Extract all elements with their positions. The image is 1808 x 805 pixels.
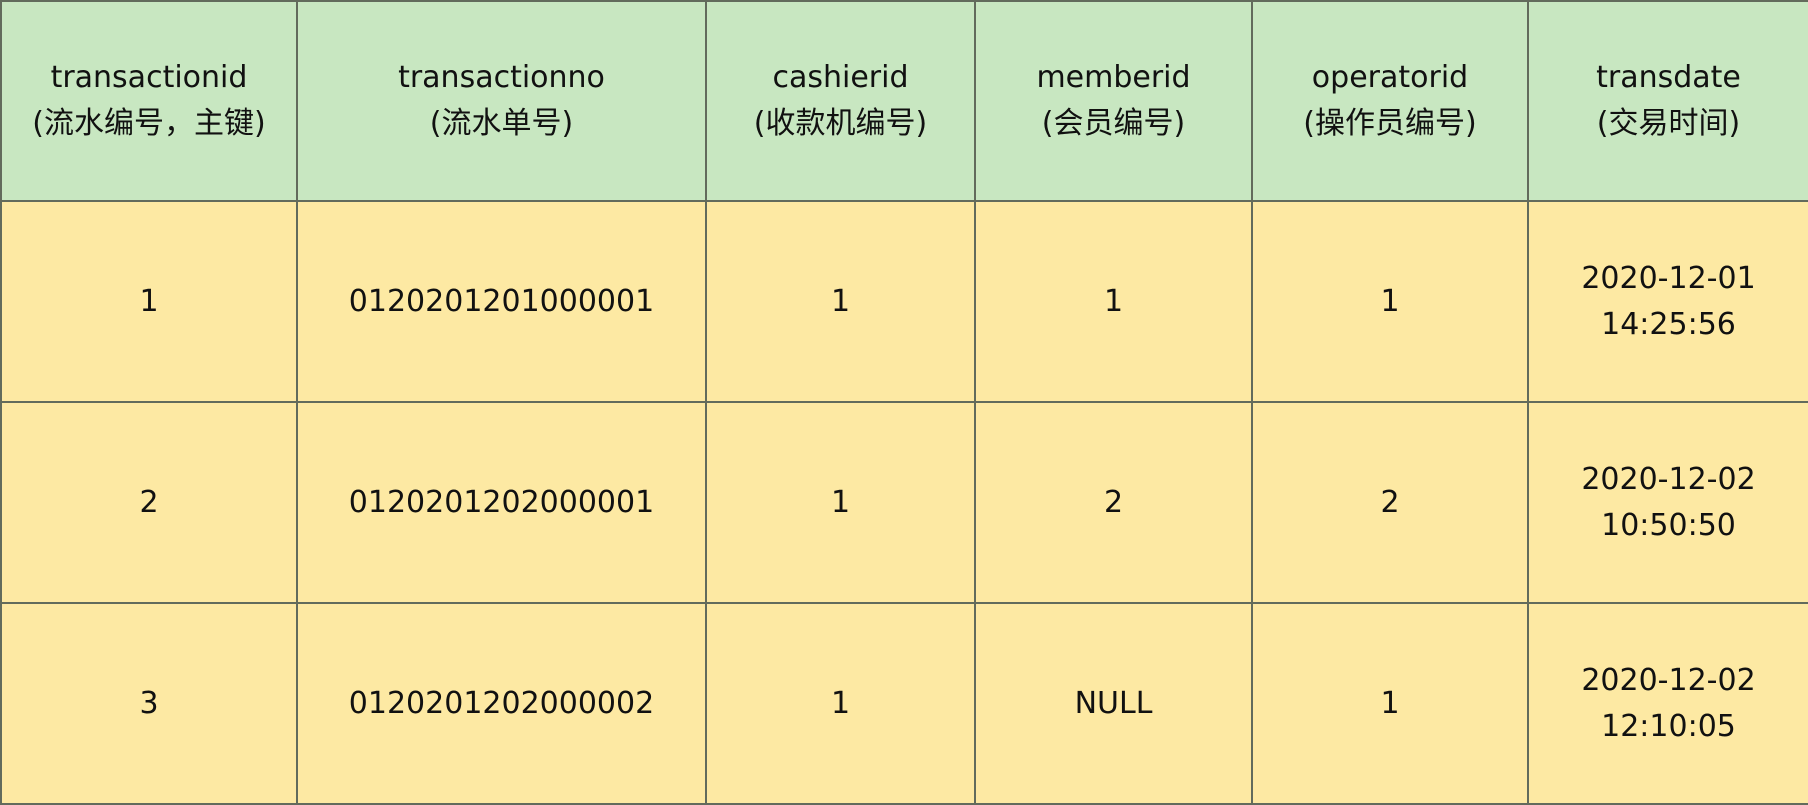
cell-transdate: 2020-12-02 12:10:05 xyxy=(1527,602,1808,805)
trans-time: 14:25:56 xyxy=(1601,306,1736,342)
table-row: 1 0120201201000001 1 1 1 2020-12-01 14:25:56 xyxy=(0,200,1808,403)
column-description: (操作员编号) xyxy=(1303,106,1477,141)
trans-date: 2020-12-01 xyxy=(1581,260,1756,296)
table-row: 2 0120201202000001 1 2 2 2020-12-02 10:50:50 xyxy=(0,401,1808,604)
cell-operatorid: 2 xyxy=(1251,401,1529,604)
column-name: transactionid xyxy=(50,60,248,95)
trans-date: 2020-12-02 xyxy=(1581,461,1756,497)
column-header-transdate: transdate (交易时间) xyxy=(1527,0,1808,202)
cell-transactionid: 3 xyxy=(0,602,298,805)
cell-transactionno: 0120201202000001 xyxy=(296,401,707,604)
cell-memberid: 2 xyxy=(974,401,1253,604)
column-header-cashierid: cashierid (收款机编号) xyxy=(705,0,976,202)
cell-cashierid: 1 xyxy=(705,200,976,403)
column-description: (流水单号) xyxy=(429,106,574,141)
column-name: transdate xyxy=(1596,60,1741,95)
cell-transdate: 2020-12-01 14:25:56 xyxy=(1527,200,1808,403)
header-row: transactionid (流水编号，主键) transactionno (流水单号… xyxy=(0,0,1808,202)
column-header-transactionid: transactionid (流水编号，主键) xyxy=(0,0,298,202)
column-name: transactionno xyxy=(398,60,605,95)
column-name: operatorid xyxy=(1311,60,1469,95)
cell-transdate: 2020-12-02 10:50:50 xyxy=(1527,401,1808,604)
column-description: (会员编号) xyxy=(1041,106,1186,141)
column-header-operatorid: operatorid (操作员编号) xyxy=(1251,0,1529,202)
column-header-transactionno: transactionno (流水单号) xyxy=(296,0,707,202)
column-header-memberid: memberid (会员编号) xyxy=(974,0,1253,202)
cell-operatorid: 1 xyxy=(1251,602,1529,805)
cell-cashierid: 1 xyxy=(705,401,976,604)
trans-time: 12:10:05 xyxy=(1601,708,1736,744)
column-name: memberid xyxy=(1036,60,1191,95)
cell-transactionid: 2 xyxy=(0,401,298,604)
column-name: cashierid xyxy=(772,60,909,95)
cell-transactionid: 1 xyxy=(0,200,298,403)
cell-operatorid: 1 xyxy=(1251,200,1529,403)
cell-memberid: NULL xyxy=(974,602,1253,805)
column-description: (收款机编号) xyxy=(753,106,928,141)
trans-time: 10:50:50 xyxy=(1601,507,1736,543)
cell-transactionno: 0120201201000001 xyxy=(296,200,707,403)
cell-transactionno: 0120201202000002 xyxy=(296,602,707,805)
column-description: (交易时间) xyxy=(1596,106,1741,141)
cell-cashierid: 1 xyxy=(705,602,976,805)
column-description: (流水编号，主键) xyxy=(32,106,266,141)
cell-memberid: 1 xyxy=(974,200,1253,403)
table-row: 3 0120201202000002 1 NULL 1 2020-12-02 12:10:0… xyxy=(0,602,1808,805)
trans-date: 2020-12-02 xyxy=(1581,662,1756,698)
